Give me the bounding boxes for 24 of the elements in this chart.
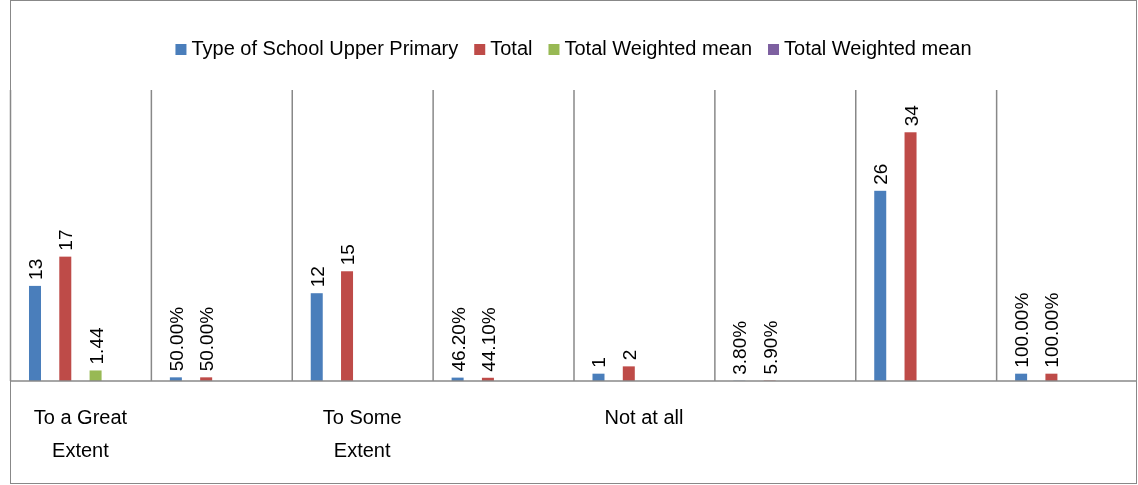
data-label: 100.00% [1011,292,1033,368]
data-label: 50.00% [165,306,187,372]
x-tick-label: Not at all [604,406,684,428]
data-label: 44.10% [477,307,499,372]
data-label: 1 [588,357,610,368]
x-tick-label: To Some Extent [322,406,402,461]
data-label: 17 [55,229,77,251]
legend-label: Type of School Upper Primary [191,37,459,59]
data-label: 100.00% [1041,292,1063,368]
data-label: 46.20% [447,307,469,372]
x-tick-label: To a Great Extent [33,406,128,461]
legend-label: Total Weighted mean [564,37,753,59]
data-label: 34 [900,104,922,127]
data-label: 2 [618,349,640,361]
data-label: 12 [306,266,328,288]
data-label: 13 [24,258,46,280]
data-label: 15 [337,244,359,266]
legend-label: Total Weighted mean [784,37,972,59]
data-label: 50.00% [196,306,218,372]
data-label: 26 [870,163,892,185]
legend-label: Total [490,37,533,59]
data-label: 5.90% [759,320,781,375]
data-label: 1.44 [85,327,107,365]
data-label: 3.80% [729,320,751,375]
